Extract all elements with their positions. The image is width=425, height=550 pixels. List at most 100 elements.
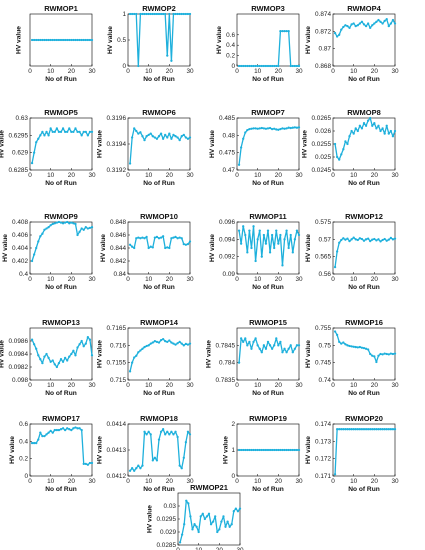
y-axis-label: HV value [209, 130, 216, 158]
data-point [155, 235, 159, 239]
y-tick-label: 0.6295 [8, 132, 28, 139]
data-point [293, 64, 297, 68]
data-point [246, 128, 249, 132]
data-point [151, 12, 154, 16]
data-point [273, 246, 276, 250]
data-point [262, 344, 266, 347]
plot-area [127, 327, 191, 381]
data-point [385, 239, 388, 242]
data-point [164, 246, 167, 250]
data-point [366, 348, 370, 351]
x-tick-label: 10 [47, 172, 55, 179]
data-point [41, 130, 44, 134]
y-tick-label: 0.47 [223, 167, 236, 174]
x-tick-label: 0 [126, 276, 130, 283]
data-point [47, 38, 50, 42]
data-point [258, 64, 261, 68]
data-point [166, 54, 169, 57]
data-point [153, 340, 157, 343]
x-tick-label: 0 [235, 382, 239, 389]
chart-title: RWMOP6 [142, 108, 176, 117]
data-point [254, 337, 257, 340]
plot-area [236, 117, 300, 171]
data-point [47, 431, 50, 434]
data-point [260, 64, 263, 68]
data-point [333, 473, 337, 476]
data-point [82, 462, 85, 466]
y-tick-label: 0.092 [219, 254, 235, 261]
data-point [379, 129, 382, 133]
data-point [155, 137, 159, 140]
data-point [385, 18, 388, 21]
x-tick-label: 0 [331, 382, 335, 389]
data-point [59, 221, 63, 224]
data-point [147, 246, 150, 250]
y-tick-label: 0.84 [114, 271, 127, 278]
data-point [283, 448, 286, 452]
x-tick-label: 30 [295, 276, 303, 283]
data-point [55, 428, 59, 432]
data-point [128, 370, 132, 373]
data-point [375, 127, 378, 130]
plot-area [236, 327, 300, 381]
data-point [45, 130, 48, 134]
data-point [57, 38, 61, 42]
data-point [252, 64, 255, 68]
data-point [86, 227, 90, 230]
data-point [391, 428, 395, 431]
data-point [133, 356, 136, 359]
data-point [275, 448, 278, 452]
data-point [356, 24, 359, 27]
x-axis-label: No of Run [348, 486, 380, 493]
y-tick-label: 0.7845 [215, 342, 235, 349]
y-axis-label: HV value [305, 26, 312, 54]
data-point [242, 64, 245, 68]
data-point [185, 499, 188, 502]
data-point [239, 146, 243, 149]
data-point [237, 64, 241, 68]
data-point [373, 428, 376, 431]
data-point [344, 343, 347, 346]
x-axis-label: No of Run [45, 284, 77, 291]
data-point [186, 242, 190, 246]
plot-area [29, 117, 93, 171]
data-point [137, 64, 140, 68]
data-point [78, 230, 81, 233]
data-point [166, 136, 169, 139]
x-tick-label: 10 [254, 276, 262, 283]
chart-title: RWMOP2 [142, 4, 176, 13]
data-point [346, 142, 349, 146]
data-point [250, 127, 253, 130]
y-axis-label: HV value [305, 234, 312, 262]
data-point [371, 124, 374, 127]
data-point [161, 428, 165, 431]
y-tick-label: 0 [122, 63, 126, 70]
plot-area [127, 423, 191, 477]
data-point [293, 126, 297, 129]
x-tick-label: 30 [295, 382, 303, 389]
data-point [182, 242, 185, 246]
data-point [84, 342, 87, 345]
data-point [293, 448, 297, 452]
data-point [133, 246, 136, 250]
data-point [186, 430, 190, 433]
data-point [153, 236, 157, 239]
data-point [180, 467, 183, 470]
y-tick-label: 0.404 [12, 245, 28, 252]
data-point [128, 12, 132, 16]
data-point [279, 127, 282, 131]
y-axis-label: HV value [9, 436, 16, 464]
data-point [37, 438, 40, 441]
data-point [141, 464, 144, 467]
y-tick-label: 0.2 [226, 53, 235, 60]
subplot-rwmop16: RWMOP16 0 10 20 30 0.74 0.745 0.75 0.755 No of Ru… [305, 318, 399, 397]
plot-area [332, 423, 396, 477]
data-point [76, 130, 79, 134]
data-point [137, 132, 140, 135]
x-tick-label: 20 [68, 478, 76, 485]
subplot-rwmop6: RWMOP6 0 10 20 30 0.3192 0.3194 0.3196 No of Run… [97, 108, 194, 187]
x-tick-label: 20 [68, 172, 76, 179]
x-axis-label: No of Run [348, 76, 380, 83]
data-point [281, 30, 284, 33]
x-tick-label: 30 [236, 547, 244, 550]
